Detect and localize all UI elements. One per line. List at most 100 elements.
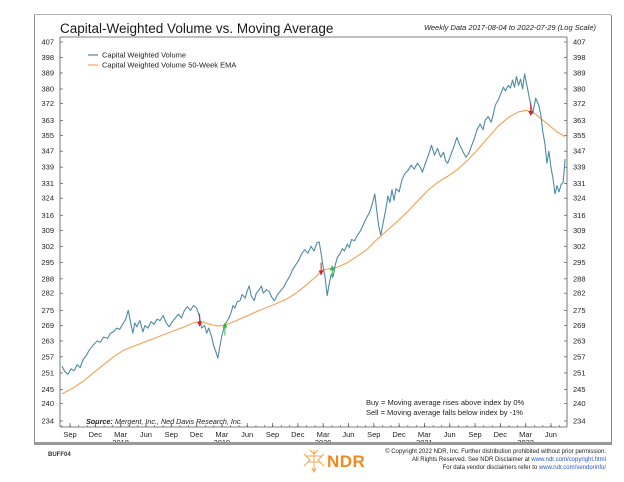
ndr-brand: NDR (327, 452, 366, 471)
y-tick-label-right: 309 (573, 226, 586, 235)
x-tick-label: Sep (266, 430, 279, 439)
y-tick-label-right: 407 (573, 38, 586, 47)
signals-group (197, 102, 534, 336)
x-tick-label: Mar (418, 430, 431, 439)
buy-signal-arrow (222, 322, 228, 328)
y-tick-label-left: 275 (41, 306, 54, 315)
chart-code: BUFF04 (48, 452, 71, 458)
y-tick-label-left: 302 (41, 242, 54, 251)
y-tick-label-right: 240 (573, 399, 586, 408)
y-tick-label-left: 251 (41, 368, 54, 377)
y-tick-label-right: 275 (573, 306, 586, 315)
y-tick-label-right: 245 (573, 385, 586, 394)
y-tick-label-right: 316 (573, 211, 586, 220)
y-tick-label-left: 347 (41, 147, 54, 156)
y-tick-label-left: 331 (41, 179, 54, 188)
y-tick-label-right: 347 (573, 147, 586, 156)
y-tick-label-left: 240 (41, 399, 54, 408)
x-tick-label: Sep (367, 430, 380, 439)
series-line-ema (61, 109, 566, 395)
y-tick-label-right: 339 (573, 163, 586, 172)
x-tick-label: Dec (392, 430, 406, 439)
x-tick-label: Mar (215, 430, 228, 439)
top-rule (34, 14, 611, 15)
y-tick-label-right: 251 (573, 368, 586, 377)
y-tick-label-right: 372 (573, 99, 586, 108)
x-tick-label: Mar (519, 430, 532, 439)
plot-area (59, 36, 568, 428)
y-axis-left: 407 398 389 380 372 363 355 347 339 331 324 316 309 3… (41, 38, 63, 426)
y-tick-label-left: 288 (41, 274, 54, 283)
legend: Capital Weighted Volume Capital Weighted… (88, 51, 236, 70)
y-tick-label-left: 295 (41, 258, 54, 267)
vendor-info-link[interactable]: www.ndr.com/vendorinfo/ (538, 465, 606, 471)
buy-rule-text: Buy = Moving average rises above index b… (366, 398, 525, 407)
x-tick-label: Sep (468, 430, 481, 439)
y-tick-label-right: 389 (573, 68, 586, 77)
sell-signal-arrow (528, 110, 534, 116)
y-tick-label-left: 389 (41, 68, 54, 77)
y-tick-label-right: 398 (573, 53, 586, 62)
signal-rules-note: Buy = Moving average rises above index b… (366, 398, 525, 417)
x-tick-label: Sep (63, 430, 76, 439)
y-tick-label-left: 263 (41, 336, 54, 345)
y-tick-label-right: 331 (573, 179, 586, 188)
source-text: Mergent, Inc., Ned Davis Research, Inc. (115, 417, 242, 426)
x-tick-label: Jun (342, 430, 354, 439)
y-tick-label-right: 363 (573, 116, 586, 125)
sell-rule-text: Sell = Moving average falls below index … (366, 408, 523, 417)
y-tick-label-right: 269 (573, 321, 586, 330)
y-tick-label-left: 355 (41, 131, 54, 140)
sell-signal-arrow (318, 270, 324, 276)
chart-title: Capital-Weighted Volume vs. Moving Avera… (60, 21, 334, 36)
copyright-block: © Copyright 2022 NDR, Inc. Further distr… (385, 448, 606, 472)
copyright-line-2: All Rights Reserved. See NDR Disclaimer … (385, 456, 606, 464)
y-tick-label-right: 302 (573, 242, 586, 251)
y-tick-label-right: 355 (573, 131, 586, 140)
y-tick-label-right: 324 (573, 194, 586, 203)
x-tick-label: Sep (165, 430, 178, 439)
ndr-logo-icon (303, 449, 325, 474)
x-tick-label: Mar (317, 430, 330, 439)
y-tick-label-right: 380 (573, 85, 586, 94)
bottom-rule (34, 442, 611, 445)
y-tick-label-right: 295 (573, 258, 586, 267)
y-tick-label-left: 372 (41, 99, 54, 108)
copyright-line-3-text: For data vendor disclaimers refer to (442, 465, 539, 471)
x-tick-label: Dec (494, 430, 508, 439)
y-tick-label-left: 380 (41, 85, 54, 94)
y-tick-label-right: 282 (573, 289, 586, 298)
source-label: Source: (86, 417, 113, 426)
series-line-volume (61, 73, 566, 375)
y-tick-label-left: 257 (41, 352, 54, 361)
x-tick-label: Jun (241, 430, 253, 439)
y-tick-label-left: 324 (41, 194, 54, 203)
y-tick-label-right: 234 (573, 417, 586, 426)
copyright-line-1: © Copyright 2022 NDR, Inc. Further distr… (385, 449, 606, 455)
series-group (61, 73, 566, 395)
copyright-link[interactable]: www.ndr.com/copyright.html (531, 457, 606, 463)
y-tick-label-left: 316 (41, 211, 54, 220)
chart-subtitle: Weekly Data 2017-08-04 to 2022-07-29 (Lo… (423, 23, 596, 32)
y-tick-label-right: 288 (573, 274, 586, 283)
y-tick-label-right: 257 (573, 352, 586, 361)
source-note: Source: Mergent, Inc., Ned Davis Researc… (86, 417, 242, 426)
y-axis-right: 407 398 389 380 372 363 355 347 339 331 324 316 309 3… (564, 38, 586, 426)
y-tick-label-left: 398 (41, 53, 54, 62)
buy-signal-arrow (329, 265, 335, 271)
legend-label-ema: Capital Weighted Volume 50-Week EMA (102, 61, 236, 70)
x-tick-label: Jun (444, 430, 456, 439)
y-tick-label-left: 309 (41, 226, 54, 235)
x-tick-label: Mar (114, 430, 127, 439)
y-tick-label-right: 263 (573, 336, 586, 345)
y-tick-label-left: 234 (41, 417, 54, 426)
legend-label-volume: Capital Weighted Volume (102, 51, 186, 60)
copyright-line-3: For data vendor disclaimers refer to www… (385, 464, 606, 472)
y-tick-label-left: 363 (41, 116, 54, 125)
y-tick-label-left: 407 (41, 38, 54, 47)
x-tick-label: Dec (89, 430, 103, 439)
x-tick-label: Jun (545, 430, 557, 439)
y-tick-label-left: 245 (41, 385, 54, 394)
y-tick-label-left: 282 (41, 289, 54, 298)
